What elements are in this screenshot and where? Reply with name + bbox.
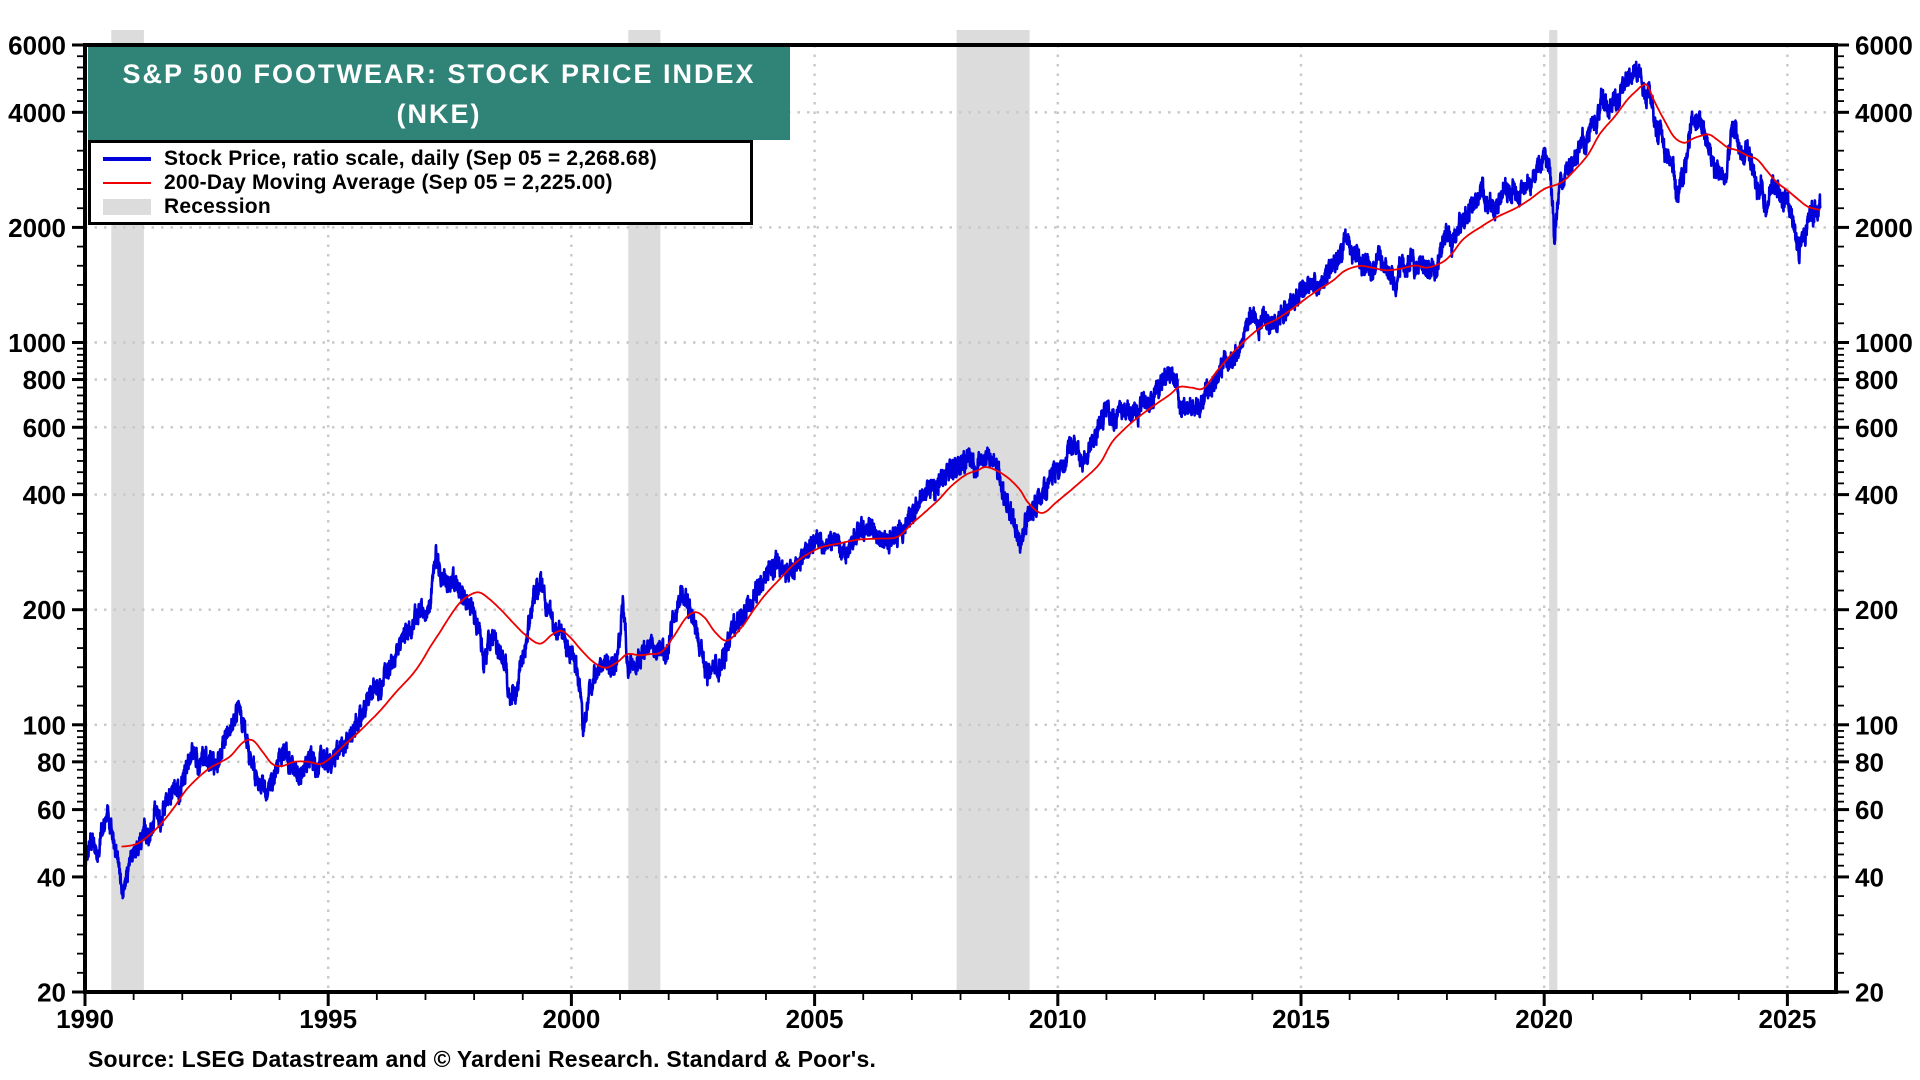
y-axis-tick-label-left: 60 [37,795,66,825]
y-axis-tick-label-right: 60 [1855,795,1884,825]
x-axis-tick-label: 2005 [786,1004,844,1034]
source-note: Source: LSEG Datastream and © Yardeni Re… [88,1046,877,1072]
legend: Stock Price, ratio scale, daily (Sep 05 … [88,140,753,225]
x-axis-tick-label: 1995 [299,1004,357,1034]
y-axis-tick-label-right: 20 [1855,978,1884,1008]
y-axis-tick-label-right: 600 [1855,413,1898,443]
y-axis-tick-label-left: 2000 [8,213,66,243]
y-axis-tick-label-left: 100 [23,710,66,740]
moving-average-line [121,83,1821,848]
chart-title-box: S&P 500 FOOTWEAR: STOCK PRICE INDEX (NKE… [88,47,790,140]
recession-band [956,30,1030,990]
y-axis-tick-label-left: 400 [23,480,66,510]
x-axis-tick-label: 2020 [1515,1004,1573,1034]
y-axis-tick-label-left: 1000 [8,328,66,358]
y-axis-tick-label-right: 200 [1855,595,1898,625]
legend-label-ma: 200-Day Moving Average (Sep 05 = 2,225.0… [164,171,613,194]
legend-item-moving-average: 200-Day Moving Average (Sep 05 = 2,225.0… [103,171,750,195]
stock-line-swatch [103,157,151,161]
y-axis-tick-label-right: 6000 [1855,31,1913,61]
y-axis-tick-label-left: 4000 [8,98,66,128]
recession-band [1549,30,1558,990]
legend-label-recession: Recession [164,195,271,218]
y-axis-tick-label-right: 80 [1855,747,1884,777]
x-axis-tick-label: 2010 [1029,1004,1087,1034]
x-axis-tick-label: 2000 [542,1004,600,1034]
y-axis-tick-label-left: 800 [23,365,66,395]
x-axis-tick-label: 2025 [1758,1004,1816,1034]
legend-item-stock-price: Stock Price, ratio scale, daily (Sep 05 … [103,147,750,171]
recession-swatch [103,199,151,215]
y-axis-tick-label-right: 40 [1855,862,1884,892]
y-axis-tick-label-right: 100 [1855,710,1898,740]
chart-title-line2: (NKE) [396,98,482,129]
y-axis-tick-label-left: 80 [37,747,66,777]
ma-line-swatch [103,181,151,185]
y-axis-tick-label-left: 600 [23,413,66,443]
x-axis-tick-label: 1990 [56,1004,114,1034]
x-axis-tick-label: 2015 [1272,1004,1330,1034]
y-axis-tick-label-right: 2000 [1855,213,1913,243]
stock-price-line [83,60,1822,900]
y-axis-tick-label-left: 20 [37,978,66,1008]
y-axis-tick-label-left: 40 [37,862,66,892]
y-axis-tick-label-right: 400 [1855,480,1898,510]
chart-title-line1: S&P 500 FOOTWEAR: STOCK PRICE INDEX [122,58,756,89]
y-axis-tick-label-left: 200 [23,595,66,625]
y-axis-tick-label-left: 6000 [8,31,66,61]
y-axis-tick-label-right: 800 [1855,365,1898,395]
y-axis-tick-label-right: 1000 [1855,328,1913,358]
legend-item-recession: Recession [103,195,750,219]
legend-label-stock: Stock Price, ratio scale, daily (Sep 05 … [164,147,657,170]
y-axis-tick-label-right: 4000 [1855,98,1913,128]
